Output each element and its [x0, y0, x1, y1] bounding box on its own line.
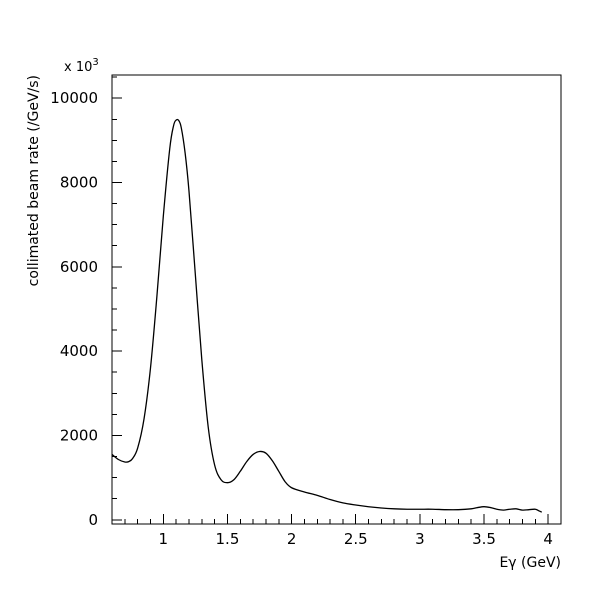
y-tick-label: 2000	[60, 426, 98, 444]
y-ticks-group	[112, 76, 122, 521]
x-ticks-group	[111, 514, 562, 524]
x-tick-label: 3	[415, 530, 425, 548]
x-tick-labels-group: 1 1.5 2 2.5 3 3.5 4	[159, 530, 553, 548]
x-tick-label: 3.5	[472, 530, 496, 548]
x-tick-label: 2.5	[344, 530, 368, 548]
plot-frame	[111, 74, 562, 525]
axes-group	[111, 74, 562, 525]
x-axis-title: Eγ (GeV)	[499, 555, 561, 571]
y-axis-title: collimated beam rate (/GeV/s)	[26, 75, 42, 286]
series-line	[111, 118, 543, 513]
y-tick-label: 6000	[60, 258, 98, 276]
y-multiplier-base: x 10	[64, 60, 92, 75]
y-multiplier-exponent: 3	[92, 57, 98, 68]
y-tick-label: 4000	[60, 342, 98, 360]
y-tick-labels-group: 0 2000 4000 6000 8000 10000	[50, 89, 98, 529]
x-tick-label: 1.5	[216, 530, 240, 548]
y-tick-label: 10000	[50, 89, 98, 107]
y-tick-label: 8000	[60, 174, 98, 192]
x-tick-label: 4	[543, 530, 553, 548]
y-tick-label: 0	[88, 511, 98, 529]
y-multiplier-label: x 103	[64, 57, 99, 75]
x-tick-label: 1	[159, 530, 169, 548]
x-tick-label: 2	[287, 530, 297, 548]
